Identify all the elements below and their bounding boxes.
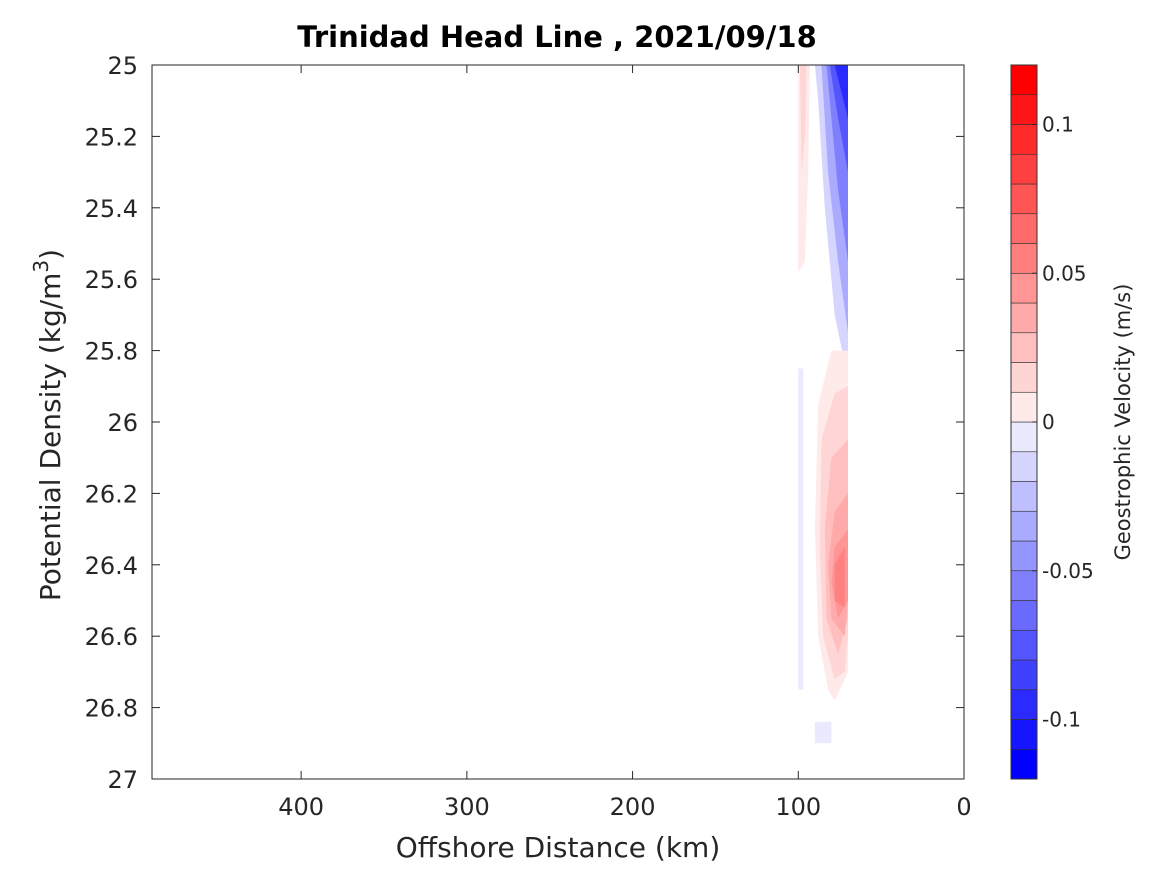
colorbar-band bbox=[1010, 540, 1038, 572]
colorbar-bands bbox=[1010, 64, 1038, 780]
colorbar-band bbox=[1010, 719, 1038, 750]
colorbar-tick-label: -0.1 bbox=[1042, 708, 1081, 732]
y-tick-label: 26.8 bbox=[85, 695, 138, 723]
plot-area: 400 300 200 100 0 25 25.2 25.4 25.6 25.8 26 26.2 26… bbox=[85, 52, 972, 821]
y-tick-label: 26.6 bbox=[85, 623, 138, 651]
colorbar-band bbox=[1010, 153, 1038, 185]
y-axis-ticks: 25 25.2 25.4 25.6 25.8 26 26.2 26.4 26.6 26.8 27 bbox=[85, 52, 964, 794]
y-axis-label-main: Potential Density (kg/m bbox=[34, 273, 67, 602]
contour-region-negative bbox=[834, 65, 848, 119]
colorbar-tick-label: 0.1 bbox=[1042, 113, 1074, 137]
y-tick-label: 25.8 bbox=[85, 338, 138, 366]
x-tick-label: 400 bbox=[278, 793, 324, 821]
colorbar: 0.1 0.05 0 -0.05 -0.1 bbox=[1010, 64, 1094, 780]
colorbar-tick-label: 0 bbox=[1042, 410, 1055, 434]
colorbar-band bbox=[1010, 243, 1038, 274]
colorbar-band bbox=[1010, 272, 1038, 304]
colorbar-band bbox=[1010, 362, 1038, 393]
colorbar-band bbox=[1010, 570, 1038, 601]
colorbar-band bbox=[1010, 391, 1038, 423]
y-tick-label: 26 bbox=[107, 409, 138, 437]
colorbar-band bbox=[1010, 124, 1038, 155]
colorbar-band bbox=[1010, 481, 1038, 512]
contour-region-positive bbox=[834, 547, 845, 608]
x-axis-label: Offshore Distance (km) bbox=[396, 831, 721, 864]
y-tick-label: 25.6 bbox=[85, 266, 138, 294]
chart-title: Trinidad Head Line , 2021/09/18 bbox=[297, 20, 817, 54]
x-tick-label: 100 bbox=[775, 793, 821, 821]
colorbar-band bbox=[1010, 421, 1038, 453]
x-axis-ticks: 400 300 200 100 0 bbox=[278, 65, 972, 821]
y-axis-label-superscript: 3 bbox=[29, 260, 53, 273]
colorbar-band bbox=[1010, 659, 1038, 691]
colorbar-band bbox=[1010, 183, 1038, 215]
x-tick-label: 300 bbox=[444, 793, 490, 821]
colorbar-band bbox=[1010, 510, 1038, 542]
colorbar-band bbox=[1010, 689, 1038, 720]
contour-fills bbox=[798, 65, 848, 744]
colorbar-band bbox=[1010, 64, 1038, 96]
y-axis-label: Potential Density (kg/m3) bbox=[29, 249, 67, 601]
y-tick-label: 26.2 bbox=[85, 480, 138, 508]
y-tick-label: 25.4 bbox=[85, 195, 138, 223]
y-tick-label: 25.2 bbox=[85, 123, 138, 151]
y-axis-label-close: ) bbox=[34, 249, 67, 260]
x-tick-label: 0 bbox=[956, 793, 971, 821]
colorbar-tick-label: 0.05 bbox=[1042, 261, 1087, 285]
colorbar-band bbox=[1010, 213, 1038, 244]
colorbar-band bbox=[1010, 302, 1038, 334]
contour-region-positive bbox=[799, 65, 807, 173]
colorbar-tick-label: -0.05 bbox=[1042, 559, 1094, 583]
colorbar-band bbox=[1010, 94, 1038, 125]
colorbar-band bbox=[1010, 629, 1038, 661]
y-tick-label: 26.4 bbox=[85, 552, 138, 580]
colorbar-band bbox=[1010, 332, 1038, 363]
x-tick-label: 200 bbox=[610, 793, 656, 821]
y-tick-label: 27 bbox=[107, 766, 138, 794]
contour-region-negative bbox=[798, 368, 804, 690]
y-tick-label: 25 bbox=[107, 52, 138, 80]
contour-region-negative bbox=[814, 721, 832, 744]
colorbar-band bbox=[1010, 600, 1038, 631]
colorbar-label: Geostrophic Velocity (m/s) bbox=[1111, 284, 1135, 561]
colorbar-band bbox=[1010, 451, 1038, 482]
colorbar-band bbox=[1010, 748, 1038, 780]
colorbar-ticks: 0.1 0.05 0 -0.05 -0.1 bbox=[1032, 113, 1094, 732]
